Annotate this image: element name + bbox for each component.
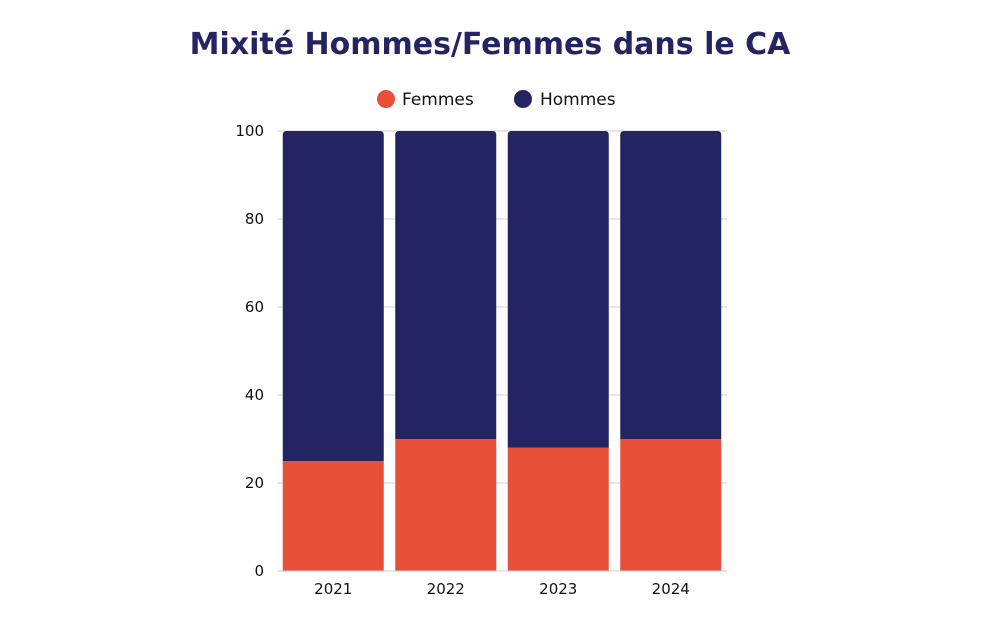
bars <box>282 131 722 571</box>
y-tick-label: 0 <box>254 562 264 580</box>
x-tick-label: 2022 <box>427 580 465 598</box>
bar-hommes-2023 <box>507 131 609 448</box>
bar-femmes-2023 <box>507 447 609 571</box>
y-tick-label: 20 <box>245 474 264 492</box>
y-tick-label: 60 <box>245 298 264 316</box>
bar-femmes-2021 <box>282 461 384 571</box>
bar-hommes-2021 <box>282 131 384 461</box>
bar-hommes-2022 <box>395 131 497 439</box>
bar-hommes-2024 <box>620 131 722 439</box>
y-axis: 0 20 40 60 80 100 <box>235 122 264 580</box>
x-axis: 2021 2022 2023 2024 <box>277 570 727 598</box>
x-tick-label: 2023 <box>539 580 577 598</box>
x-tick-label: 2021 <box>314 580 352 598</box>
bar-femmes-2022 <box>395 439 497 571</box>
legend-swatch-femmes <box>377 90 395 108</box>
y-tick-label: 100 <box>235 122 264 140</box>
chart-legend: Femmes Hommes <box>377 90 616 110</box>
x-tick-label: 2024 <box>652 580 690 598</box>
legend-swatch-hommes <box>514 90 532 108</box>
bar-femmes-2024 <box>620 439 722 571</box>
chart-title: Mixité Hommes/Femmes dans le CA <box>190 27 792 62</box>
y-tick-label: 40 <box>245 386 264 404</box>
legend-label-hommes: Hommes <box>540 90 616 110</box>
legend-label-femmes: Femmes <box>402 90 474 110</box>
y-tick-label: 80 <box>245 210 264 228</box>
